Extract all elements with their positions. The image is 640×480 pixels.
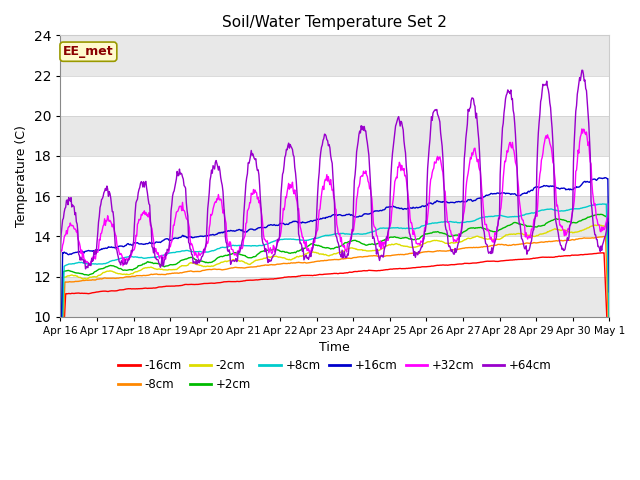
Bar <box>60 116 609 156</box>
Bar <box>60 196 609 236</box>
Title: Soil/Water Temperature Set 2: Soil/Water Temperature Set 2 <box>223 15 447 30</box>
Text: EE_met: EE_met <box>63 45 114 58</box>
Legend: -16cm, -8cm, -2cm, +2cm, +8cm, +16cm, +32cm, +64cm: -16cm, -8cm, -2cm, +2cm, +8cm, +16cm, +3… <box>114 354 556 396</box>
X-axis label: Time: Time <box>319 341 350 354</box>
Y-axis label: Temperature (C): Temperature (C) <box>15 125 28 227</box>
Bar <box>60 36 609 75</box>
Bar <box>60 276 609 317</box>
